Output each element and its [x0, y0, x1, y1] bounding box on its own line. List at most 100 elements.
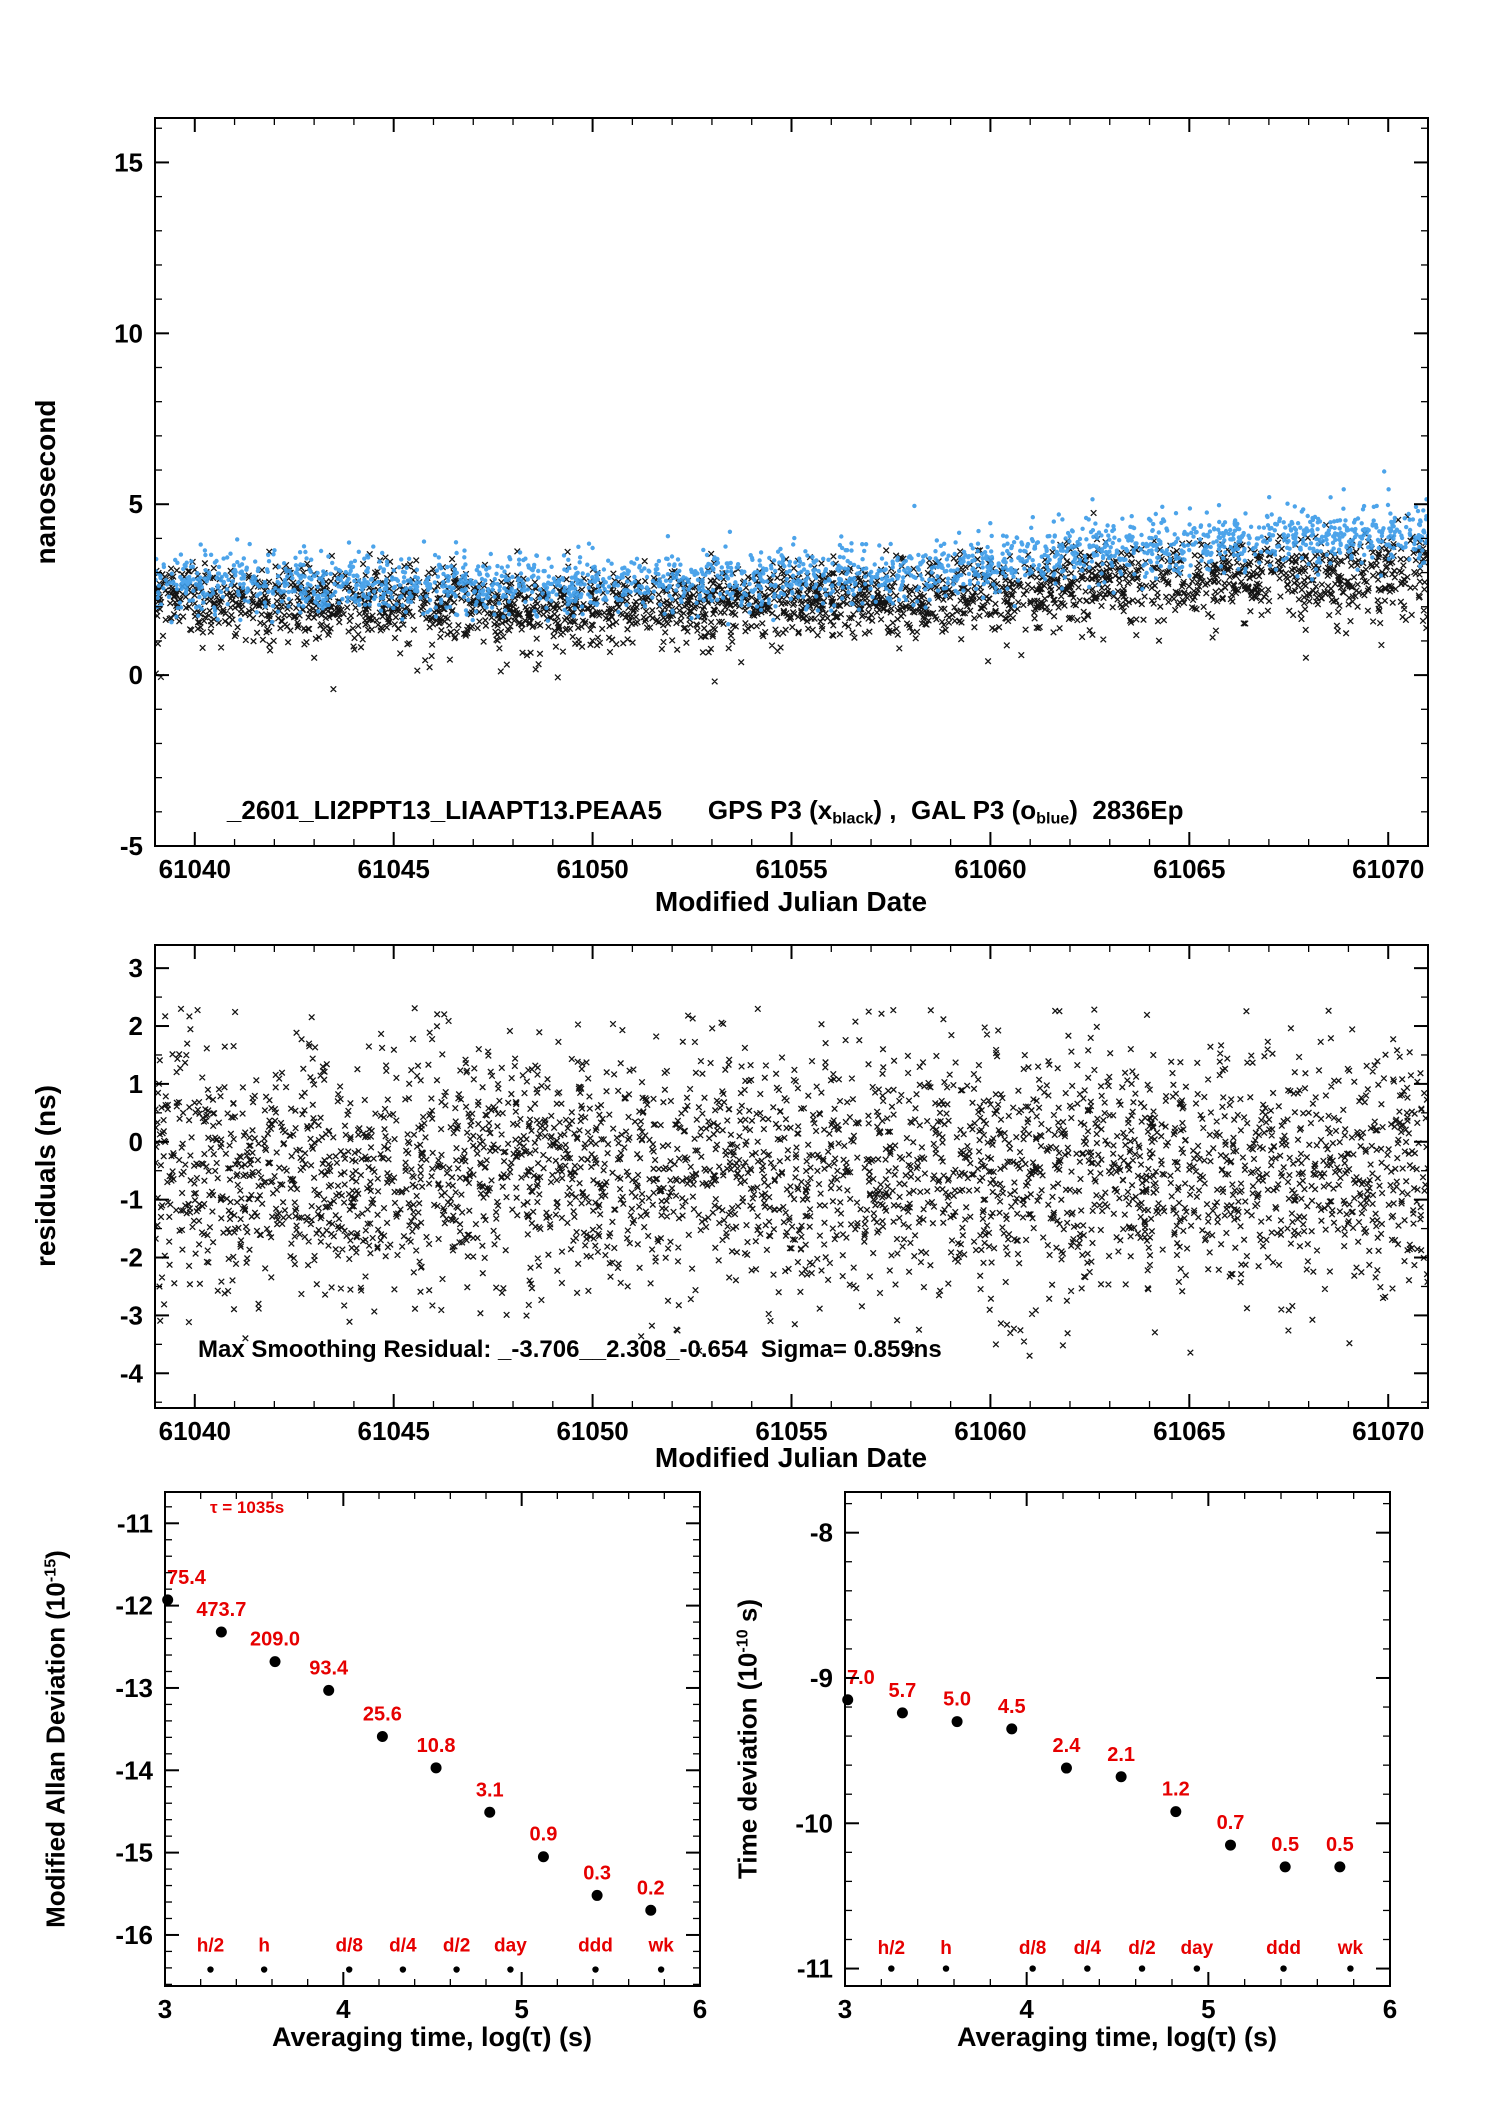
- y-tick-label: -10: [795, 1808, 833, 1838]
- mdev-ylabel: Modified Allan Deviation (10-15): [41, 1550, 72, 1928]
- tdev-ylabel: Time deviation (10-10 s): [733, 1599, 764, 1879]
- tick-labels: 61040 61045 61050 61055 61060 61065 61070 -4 -3 -…: [120, 953, 1425, 1446]
- time-marker-dot: [346, 1966, 353, 1973]
- y-tick-label: -1: [120, 1185, 143, 1215]
- data-point: [1006, 1723, 1018, 1735]
- x-tick-label: 61060: [954, 1416, 1026, 1446]
- time-marker-dot: [1029, 1965, 1036, 1972]
- time-marker-dot: [207, 1966, 214, 1973]
- y-tick-label: -2: [120, 1243, 143, 1273]
- chart-panel-3: 7.0 5.7 5.0 4.5 2.4 2.1 1.2 0.7 0.5 0.5 h/2 h d/8 d/4…: [795, 1491, 1397, 2024]
- x-tick-label: 3: [838, 1994, 852, 2024]
- time-marker-dot: [399, 1966, 407, 1973]
- y-tick-label: -9: [810, 1663, 833, 1693]
- top-xlabel: Modified Julian Date: [654, 886, 928, 917]
- point-value-label: 0.5: [1326, 1834, 1354, 1856]
- top-title-legend: _2601_LI2PPT13_LIAAPT13.PEAA5 GPS P3 (xbl…: [198, 764, 1184, 860]
- y-tick-label: -3: [120, 1300, 143, 1330]
- data-point: [1224, 1839, 1236, 1851]
- tdev-ylabel-exponent: -10: [733, 1629, 752, 1653]
- point-value-label: 4.5: [998, 1696, 1026, 1718]
- point-value-label: 0.7: [1217, 1812, 1245, 1834]
- y-tick-label: 5: [129, 489, 143, 519]
- point-value-label: 25.6: [363, 1704, 402, 1726]
- scatter-series-GPS P3: [155, 509, 1428, 693]
- point-value-label: 1.2: [1162, 1779, 1190, 1801]
- x-tick-label: 4: [336, 1994, 351, 2024]
- time-marker-label: h: [940, 1938, 952, 1959]
- data-point: [1060, 1762, 1072, 1774]
- legend-mid-text: ) , GAL P3 (o: [873, 795, 1037, 825]
- y-tick-label: 3: [129, 953, 143, 983]
- top-ylabel: nanosecond: [30, 399, 61, 565]
- ticks: [154, 945, 1429, 1408]
- point-value-label: 3.1: [476, 1779, 504, 1801]
- data-point: [269, 1656, 281, 1668]
- time-marker-label: d/8: [335, 1935, 362, 1956]
- scatter-series-residuals: [155, 1004, 1428, 1359]
- time-marker-dot: [592, 1966, 599, 1973]
- y-tick-label: 15: [114, 147, 143, 177]
- point-value-label: 2.1: [1107, 1744, 1135, 1766]
- legend-gps-label: GPS P3 (x: [707, 795, 833, 825]
- point-value-label: 7.0: [847, 1667, 875, 1689]
- x-tick-label: 61040: [159, 1416, 231, 1446]
- point-value-label: 209.0: [250, 1629, 300, 1651]
- point-value-label: 2.4: [1053, 1735, 1082, 1757]
- mdev-ylabel-suffix: ): [40, 1550, 71, 1559]
- max-smoothing-residual-annotation: Max Smoothing Residual: _-3.706__2.308_-…: [198, 1336, 942, 1363]
- plot-frame: [154, 117, 1429, 847]
- time-marker-label: h/2: [878, 1938, 905, 1959]
- time-marker-label: day: [494, 1935, 527, 1956]
- point-value-label: 10.8: [417, 1735, 456, 1757]
- chart-panel-0: 61040 61045 61050 61055 61060 61065 61070 -5 0 5 1…: [114, 117, 1429, 884]
- data-point: [1334, 1861, 1346, 1873]
- x-tick-label: 61055: [755, 854, 827, 884]
- ticks: [164, 1492, 701, 1986]
- data-point: [896, 1707, 908, 1719]
- x-tick-label: 4: [1019, 1994, 1034, 2024]
- time-marker-dot: [1138, 1965, 1146, 1972]
- time-marker-label: day: [1181, 1938, 1214, 1959]
- point-value-label: 5.7: [889, 1680, 917, 1702]
- plot-frame: [844, 1491, 1391, 1987]
- time-marker-dot: [1280, 1965, 1287, 1972]
- time-marker-dot: [1347, 1965, 1354, 1972]
- point-value-label: 75.4: [167, 1567, 207, 1589]
- time-marker-label: h: [258, 1935, 270, 1956]
- point-value-label: 473.7: [196, 1599, 246, 1621]
- y-tick-label: 1: [129, 1069, 143, 1099]
- labeled-points: 7.0 5.7 5.0 4.5 2.4 2.1 1.2 0.7 0.5 0.5: [842, 1667, 1354, 1873]
- time-marker-dot: [507, 1966, 514, 1973]
- data-point: [842, 1694, 854, 1706]
- x-tick-label: 61045: [358, 1416, 430, 1446]
- mdev-ylabel-exponent: -15: [41, 1558, 60, 1583]
- y-tick-label: -5: [120, 831, 143, 861]
- time-marker-label: d/8: [1019, 1938, 1046, 1959]
- time-marker-dot: [888, 1965, 895, 1972]
- tau-note: τ = 1035s: [210, 1498, 285, 1517]
- y-tick-label: -4: [120, 1358, 144, 1388]
- data-point: [537, 1851, 549, 1863]
- tick-labels: 3 4 5 6 -11 -10 -9 -8: [795, 1518, 1397, 2024]
- point-value-label: 0.3: [583, 1862, 611, 1884]
- point-value-label: 93.4: [309, 1657, 349, 1679]
- y-tick-label: -14: [115, 1755, 153, 1785]
- time-marker-label: ddd: [1266, 1938, 1301, 1959]
- y-tick-label: -12: [115, 1591, 153, 1621]
- data-point: [645, 1904, 657, 1916]
- data-point: [1170, 1806, 1182, 1818]
- point-value-label: 5.0: [943, 1689, 971, 1711]
- y-tick-label: -8: [810, 1518, 833, 1548]
- time-marker-label: d/4: [389, 1935, 417, 1956]
- data-point: [484, 1806, 496, 1818]
- time-marker-dot: [1084, 1965, 1091, 1972]
- scatter-series-GAL P3: [155, 469, 1428, 627]
- time-markers: h/2 h d/8 d/4 d/2 day ddd wk: [878, 1938, 1363, 1972]
- ticks: [844, 1492, 1391, 1986]
- time-marker-label: wk: [647, 1935, 674, 1956]
- data-point: [162, 1594, 174, 1606]
- time-marker-dot: [1193, 1965, 1201, 1972]
- x-tick-label: 61050: [556, 854, 628, 884]
- ticks: [154, 118, 1429, 847]
